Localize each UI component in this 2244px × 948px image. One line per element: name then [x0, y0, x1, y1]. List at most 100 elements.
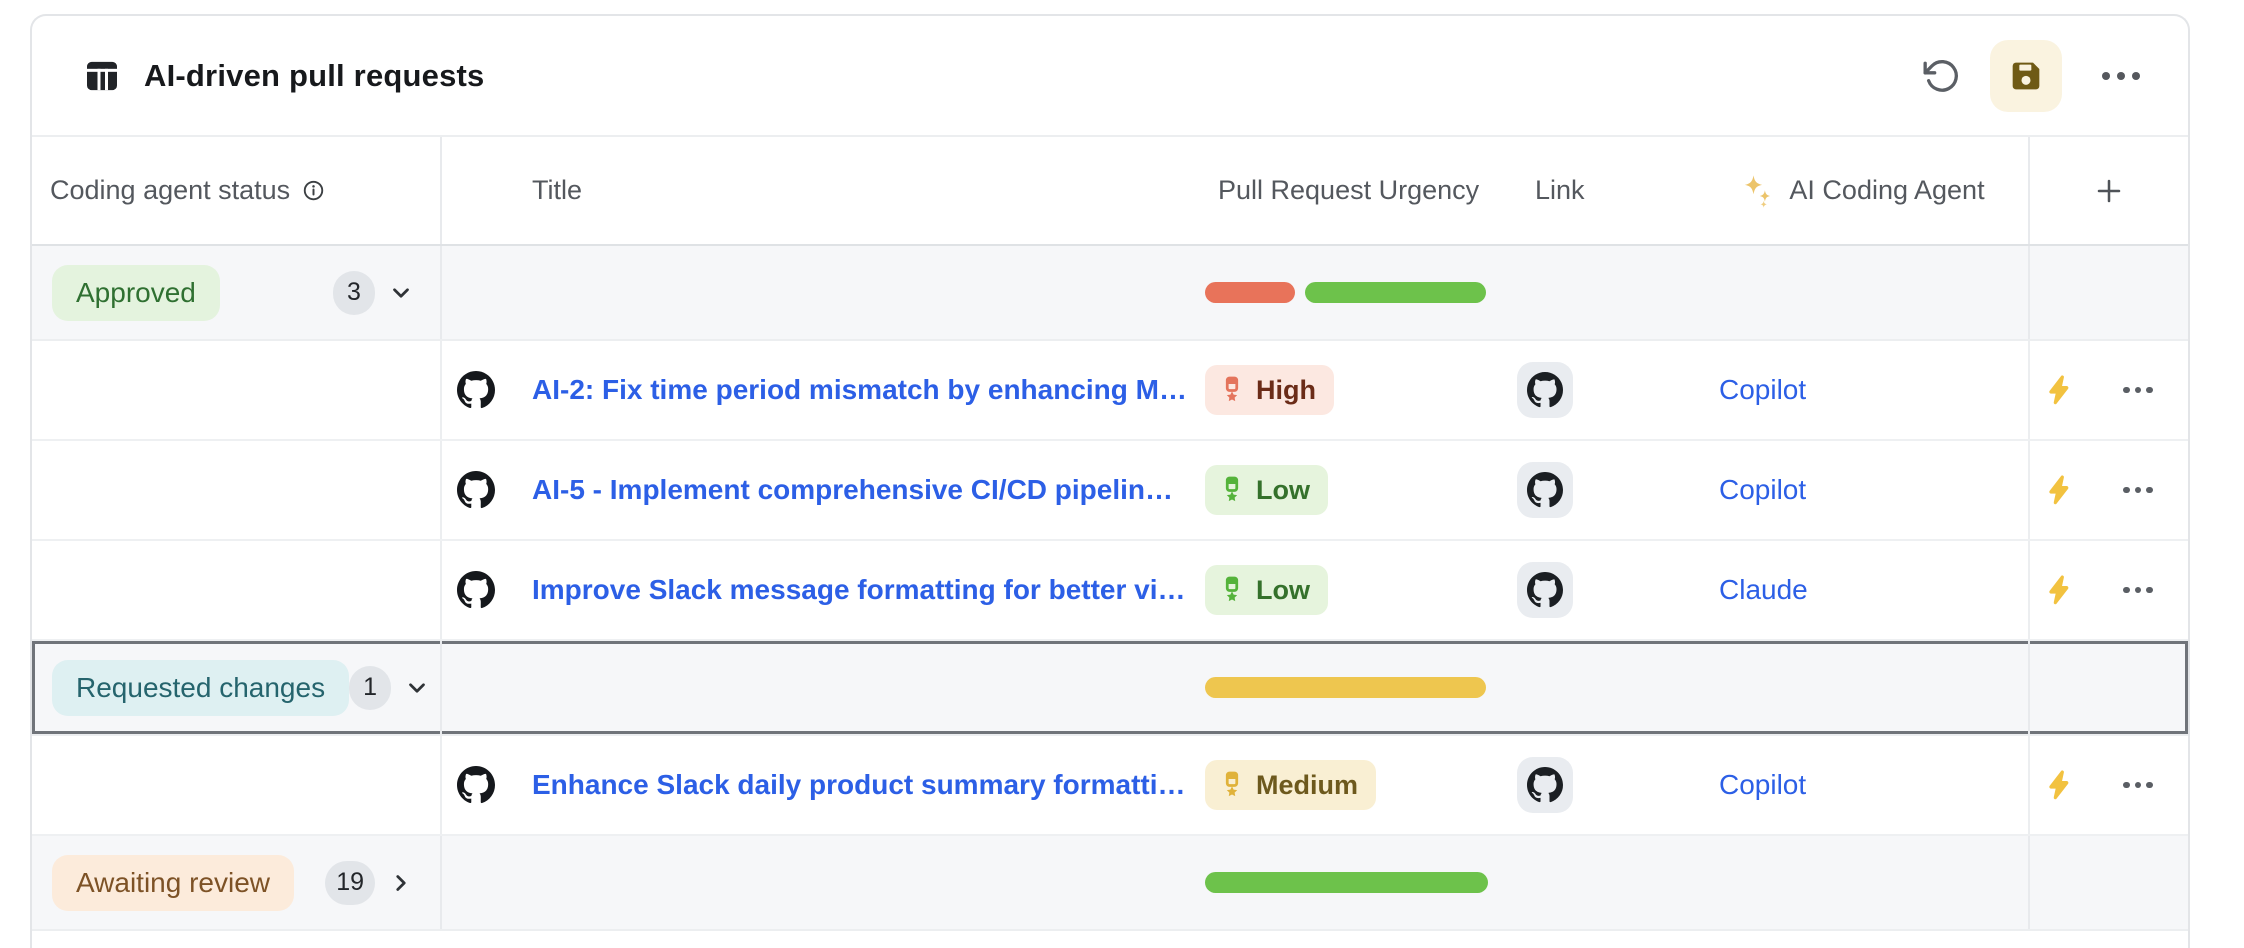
column-header-title[interactable]: Title: [442, 137, 1192, 244]
save-button[interactable]: [1990, 39, 2062, 112]
info-icon[interactable]: [301, 178, 326, 203]
urgency-cell[interactable]: Medium: [1192, 736, 1506, 834]
link-cell[interactable]: [1506, 441, 1697, 539]
agent-link[interactable]: Copilot: [1719, 769, 1807, 800]
urgency-bar: [1205, 677, 1486, 698]
pr-title-link[interactable]: Enhance Slack daily product summary form…: [532, 769, 1186, 800]
pr-title-link[interactable]: Improve Slack message formatting for bet…: [532, 574, 1186, 605]
group-row[interactable]: Approved 3: [32, 246, 2188, 341]
github-icon: [457, 371, 495, 409]
save-icon: [2012, 62, 2040, 89]
agent-cell[interactable]: Claude: [1697, 541, 2028, 639]
title-cell[interactable]: Enhance Slack daily product summary form…: [442, 736, 1192, 834]
github-icon: [1527, 472, 1563, 508]
rows-container: Approved 3 AI-2: Fix time period mismatc…: [32, 246, 2188, 931]
urgency-label: Low: [1256, 574, 1310, 605]
group-status-cell[interactable]: Awaiting review 19: [32, 836, 442, 929]
pr-title-link[interactable]: AI-2: Fix time period mismatch by enhanc…: [532, 374, 1187, 405]
status-cell[interactable]: [32, 541, 442, 639]
undo-button[interactable]: [1918, 53, 1964, 99]
group-count-badge: 3: [333, 270, 375, 315]
github-icon: [457, 766, 495, 804]
link-cell[interactable]: [1506, 736, 1697, 834]
urgency-cell[interactable]: Low: [1192, 441, 1506, 539]
urgency-badge: Low: [1205, 465, 1328, 515]
agent-cell[interactable]: Copilot: [1697, 341, 2028, 439]
title-cell[interactable]: AI-5 - Implement comprehensive CI/CD pip…: [442, 441, 1192, 539]
agent-cell[interactable]: Copilot: [1697, 441, 2028, 539]
plus-icon: [2097, 179, 2121, 202]
github-icon: [1527, 372, 1563, 408]
titlebar-actions: [1918, 39, 2146, 112]
group-row[interactable]: Requested changes 1: [32, 641, 2188, 736]
github-link-button[interactable]: [1517, 562, 1573, 618]
title-cell[interactable]: Improve Slack message formatting for bet…: [442, 541, 1192, 639]
add-field-button[interactable]: [2028, 137, 2188, 244]
column-header-row: Coding agent status Title Pull Request U…: [32, 137, 2188, 246]
lightning-icon[interactable]: [2044, 373, 2076, 407]
github-link-button[interactable]: [1517, 362, 1573, 418]
agent-link[interactable]: Copilot: [1719, 474, 1807, 505]
status-badge: Approved: [52, 264, 220, 321]
row-menu-icon[interactable]: [2123, 781, 2153, 789]
column-label-link: Link: [1535, 175, 1585, 205]
page-title: AI-driven pull requests: [144, 57, 485, 93]
urgency-cell[interactable]: High: [1192, 341, 1506, 439]
github-icon: [1527, 767, 1563, 803]
group-status-cell[interactable]: Approved 3: [32, 246, 442, 339]
column-label-title: Title: [532, 175, 583, 205]
github-link-button[interactable]: [1517, 462, 1573, 518]
record-row[interactable]: AI-5 - Implement comprehensive CI/CD pip…: [32, 441, 2188, 541]
pr-title-link[interactable]: AI-5 - Implement comprehensive CI/CD pip…: [532, 474, 1174, 505]
status-cell[interactable]: [32, 736, 442, 834]
link-cell[interactable]: [1506, 541, 1697, 639]
github-icon: [457, 571, 495, 609]
group-add-cell: [2028, 246, 2188, 339]
group-summary-cell: [442, 246, 2028, 339]
record-row[interactable]: Improve Slack message formatting for bet…: [32, 541, 2188, 641]
urgency-badge: Low: [1205, 565, 1328, 615]
agent-link[interactable]: Claude: [1719, 574, 1808, 605]
urgency-cell[interactable]: Low: [1192, 541, 1506, 639]
row-actions-cell: [2028, 341, 2188, 439]
title-cell[interactable]: AI-2: Fix time period mismatch by enhanc…: [442, 341, 1192, 439]
urgency-bar: [1305, 282, 1486, 303]
column-header-status[interactable]: Coding agent status: [32, 137, 442, 244]
row-menu-icon[interactable]: [2123, 386, 2153, 394]
urgency-label: Low: [1256, 474, 1310, 505]
lightning-icon[interactable]: [2044, 473, 2076, 507]
link-cell[interactable]: [1506, 341, 1697, 439]
urgency-distribution-bars: [1205, 677, 1486, 698]
row-menu-icon[interactable]: [2123, 586, 2153, 594]
medal-icon: [1217, 375, 1247, 405]
group-row[interactable]: Awaiting review 19: [32, 836, 2188, 931]
urgency-label: Medium: [1256, 769, 1359, 800]
record-row[interactable]: AI-2: Fix time period mismatch by enhanc…: [32, 341, 2188, 441]
lightning-icon[interactable]: [2044, 768, 2076, 802]
chevron-down-icon[interactable]: [404, 675, 430, 701]
chevron-down-icon[interactable]: [388, 280, 414, 306]
column-header-link[interactable]: Link: [1506, 137, 1697, 244]
more-options-button[interactable]: [2096, 51, 2146, 101]
sparkles-icon: [1745, 174, 1771, 208]
record-row[interactable]: Enhance Slack daily product summary form…: [32, 736, 2188, 836]
agent-cell[interactable]: Copilot: [1697, 736, 2028, 834]
medal-icon: [1217, 575, 1247, 605]
status-cell[interactable]: [32, 341, 442, 439]
agent-link[interactable]: Copilot: [1719, 374, 1807, 405]
status-badge: Requested changes: [52, 659, 350, 716]
table-icon: [87, 61, 117, 90]
status-cell[interactable]: [32, 441, 442, 539]
urgency-bar: [1205, 282, 1295, 303]
group-status-cell[interactable]: Requested changes 1: [32, 641, 442, 734]
row-menu-icon[interactable]: [2123, 486, 2153, 494]
group-summary-cell: [442, 836, 2028, 929]
lightning-icon[interactable]: [2044, 573, 2076, 607]
column-header-urgency[interactable]: Pull Request Urgency: [1192, 137, 1506, 244]
status-badge: Awaiting review: [52, 854, 295, 911]
column-header-agent[interactable]: AI Coding Agent: [1697, 137, 2028, 244]
more-icon: [2102, 71, 2140, 80]
group-add-cell: [2028, 641, 2188, 734]
chevron-right-icon[interactable]: [388, 870, 414, 896]
github-link-button[interactable]: [1517, 757, 1573, 813]
